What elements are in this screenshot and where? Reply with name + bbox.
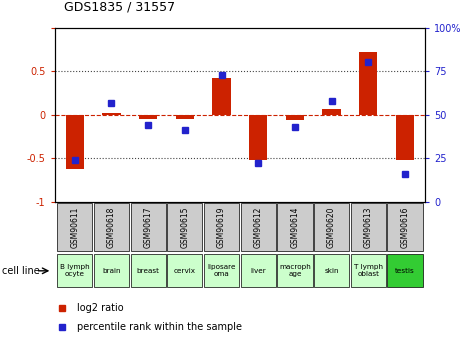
Bar xyxy=(396,115,414,160)
FancyBboxPatch shape xyxy=(94,254,129,287)
Text: log2 ratio: log2 ratio xyxy=(77,303,124,313)
Bar xyxy=(212,78,231,115)
Text: skin: skin xyxy=(324,268,339,274)
Bar xyxy=(176,115,194,119)
Text: GSM90619: GSM90619 xyxy=(217,206,226,248)
FancyBboxPatch shape xyxy=(277,203,313,251)
FancyBboxPatch shape xyxy=(241,203,276,251)
Text: GSM90616: GSM90616 xyxy=(400,206,409,248)
Bar xyxy=(323,109,341,115)
Text: GSM90613: GSM90613 xyxy=(364,206,373,248)
Text: liposare
oma: liposare oma xyxy=(207,264,236,277)
Text: B lymph
ocyte: B lymph ocyte xyxy=(60,264,90,277)
Text: liver: liver xyxy=(250,268,266,274)
Text: GSM90611: GSM90611 xyxy=(70,206,79,247)
FancyBboxPatch shape xyxy=(204,254,239,287)
FancyBboxPatch shape xyxy=(241,254,276,287)
FancyBboxPatch shape xyxy=(351,203,386,251)
Text: T lymph
oblast: T lymph oblast xyxy=(354,264,383,277)
FancyBboxPatch shape xyxy=(387,254,423,287)
FancyBboxPatch shape xyxy=(131,254,166,287)
Text: GSM90617: GSM90617 xyxy=(143,206,152,248)
Bar xyxy=(286,115,304,120)
Text: brain: brain xyxy=(102,268,121,274)
Text: macroph
age: macroph age xyxy=(279,264,311,277)
FancyBboxPatch shape xyxy=(387,203,423,251)
Bar xyxy=(139,115,157,119)
FancyBboxPatch shape xyxy=(167,203,202,251)
Text: cervix: cervix xyxy=(174,268,196,274)
Bar xyxy=(359,52,378,115)
FancyBboxPatch shape xyxy=(204,203,239,251)
Text: testis: testis xyxy=(395,268,415,274)
FancyBboxPatch shape xyxy=(277,254,313,287)
Text: GDS1835 / 31557: GDS1835 / 31557 xyxy=(64,1,175,14)
FancyBboxPatch shape xyxy=(314,254,349,287)
FancyBboxPatch shape xyxy=(57,203,93,251)
Text: percentile rank within the sample: percentile rank within the sample xyxy=(77,322,242,332)
FancyBboxPatch shape xyxy=(351,254,386,287)
Text: GSM90615: GSM90615 xyxy=(180,206,190,248)
FancyBboxPatch shape xyxy=(94,203,129,251)
Bar xyxy=(102,113,121,115)
Text: GSM90612: GSM90612 xyxy=(254,206,263,247)
FancyBboxPatch shape xyxy=(314,203,349,251)
Text: breast: breast xyxy=(137,268,160,274)
Text: cell line: cell line xyxy=(2,266,40,276)
Text: GSM90620: GSM90620 xyxy=(327,206,336,248)
Text: GSM90618: GSM90618 xyxy=(107,206,116,247)
FancyBboxPatch shape xyxy=(131,203,166,251)
Text: GSM90614: GSM90614 xyxy=(290,206,299,248)
FancyBboxPatch shape xyxy=(167,254,202,287)
FancyBboxPatch shape xyxy=(57,254,93,287)
Bar xyxy=(66,115,84,169)
Bar xyxy=(249,115,267,160)
